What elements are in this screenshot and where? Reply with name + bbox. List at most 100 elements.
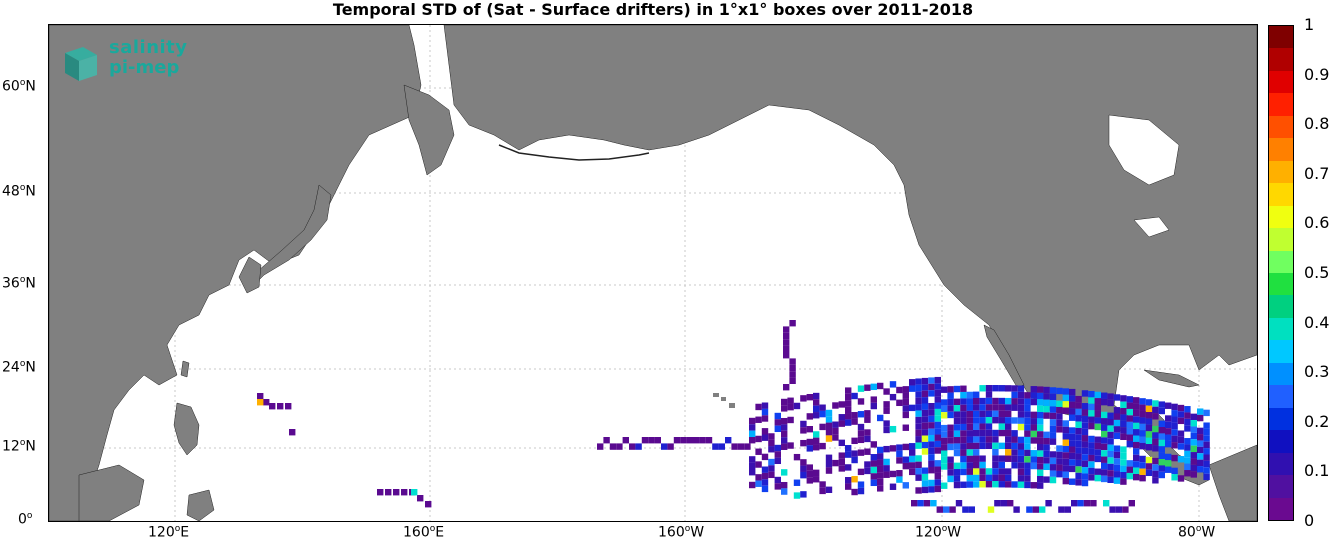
std-cell [1158,465,1165,472]
std-cell [851,450,858,457]
std-cell [953,405,961,412]
lon-label-160e: 160oE [403,524,445,541]
std-cell [1011,436,1018,443]
std-cell [1120,459,1127,466]
std-cell [936,506,943,513]
std-cell [825,409,833,417]
std-cell [1152,425,1159,433]
std-cell [883,426,890,434]
std-cell [749,430,756,437]
std-cell [896,450,903,458]
std-cell [1030,462,1037,470]
lat-label-36n: 36oN [2,275,36,292]
std-cell [1039,506,1046,513]
std-cell [1171,474,1178,481]
std-cell [781,398,788,406]
std-cell [934,440,941,448]
std-cell [966,391,973,399]
std-cell [1056,445,1063,452]
std-cell [819,481,826,488]
std-cell [1094,474,1101,482]
colorbar-segment [1269,48,1293,71]
std-cell [1184,406,1191,413]
std-cell [934,383,941,390]
std-cell [1056,419,1063,427]
std-cell [761,428,769,435]
std-cell [1197,414,1204,422]
std-cell [921,467,929,474]
std-cell [1133,441,1140,449]
std-cell [1101,418,1108,425]
std-cell [1120,446,1127,453]
map-svg [49,25,1257,521]
std-cell [806,477,813,484]
std-cell [1064,506,1071,513]
std-cell [1088,448,1095,455]
std-cell [857,385,865,392]
logo-line1: salinity [109,37,188,58]
std-cell [941,444,948,451]
std-cell [1075,453,1082,460]
std-cell [845,387,852,394]
std-cell [768,465,775,472]
std-cell [941,386,948,393]
std-cell [832,434,839,441]
std-cell [800,439,807,447]
std-cell [263,399,270,406]
std-cell [1190,445,1197,453]
std-cell [941,437,948,445]
std-cell [1113,426,1121,433]
std-cell [1017,385,1025,392]
std-cell [1005,474,1012,482]
std-cell [896,386,903,394]
std-cell [902,398,909,406]
std-cell [1037,412,1044,419]
std-cell [1017,391,1025,399]
std-cell [934,408,941,416]
std-cell [1113,451,1121,459]
std-cell [928,479,935,487]
std-cell [992,474,999,482]
std-cell [968,506,975,513]
std-cell [883,407,890,414]
std-cell [1158,446,1165,453]
std-cell [1152,470,1159,478]
colorbar-segment [1269,452,1293,476]
std-cell [998,455,1005,462]
std-cell [806,464,813,471]
std-cell [781,430,788,438]
std-cell [1005,423,1012,430]
std-cell [1171,442,1178,449]
std-cell [1005,449,1012,456]
std-cell [1043,450,1050,458]
std-cell [1107,438,1114,445]
std-cell [749,424,756,431]
std-cell [1158,401,1165,408]
std-cell [1017,423,1025,431]
std-cell [1139,430,1146,437]
colorbar-segment [1269,250,1293,273]
std-cell [870,383,877,391]
std-cell [1081,473,1089,480]
std-cell [1107,444,1114,451]
colorbar-segment [1269,70,1293,94]
std-cell [825,467,833,474]
std-cell [934,479,941,486]
std-cell [1056,464,1063,471]
std-cell [985,474,993,482]
colorbar-tick-label: 0.3 [1304,362,1330,382]
std-cell [1037,418,1044,425]
std-cell [1190,420,1197,427]
colorbar-segment [1269,497,1293,520]
std-cell [1101,475,1108,483]
std-cell [857,423,865,431]
std-cell [789,364,796,372]
std-cell [813,399,820,406]
std-cell [1062,420,1069,427]
std-cell [781,437,788,444]
std-cell [761,479,769,486]
std-cell [1165,466,1172,473]
std-cell [1190,426,1197,433]
std-cell [992,436,999,443]
std-cell [889,381,897,388]
